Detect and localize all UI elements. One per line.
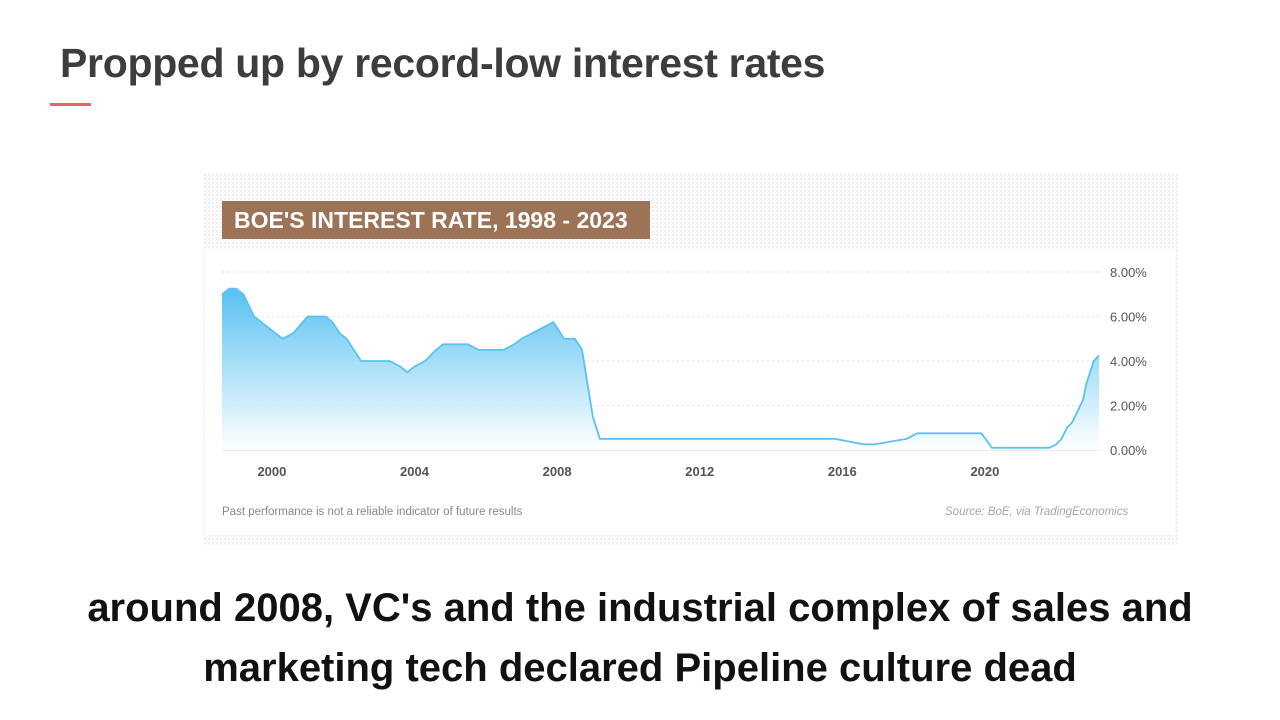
x-axis-ticks: 2000 2004 2008 2012 2016 2020: [257, 464, 999, 479]
x-tick-label: 2012: [685, 464, 714, 479]
slide-caption: around 2008, VC's and the industrial com…: [87, 586, 1193, 690]
x-tick-label: 2008: [543, 464, 572, 479]
y-axis-ticks: 0.00% 2.00% 4.00% 6.00% 8.00%: [1110, 265, 1147, 458]
y-tick-label: 6.00%: [1110, 310, 1147, 325]
y-tick-label: 4.00%: [1110, 354, 1147, 369]
y-tick-label: 2.00%: [1110, 399, 1147, 414]
slide-title: Propped up by record-low interest rates: [60, 40, 826, 86]
x-tick-label: 2020: [970, 464, 999, 479]
series-line-0: [221, 287, 1100, 449]
y-tick-label: 8.00%: [1110, 265, 1147, 280]
x-tick-label: 2016: [828, 464, 857, 479]
chart-footnote: Past performance is not a reliable indic…: [222, 506, 523, 518]
y-tick-label: 0.00%: [1110, 443, 1147, 458]
chart-title-banner: BOE'S INTEREST RATE, 1998 - 2023: [222, 201, 650, 239]
chart-source: Source: BoE, via TradingEconomics: [945, 506, 1129, 518]
title-underline: [50, 103, 91, 106]
x-tick-label: 2000: [257, 464, 286, 479]
series-area-fill-0: [222, 288, 1099, 450]
series-area: [221, 287, 1100, 450]
x-tick-label: 2004: [400, 464, 430, 479]
